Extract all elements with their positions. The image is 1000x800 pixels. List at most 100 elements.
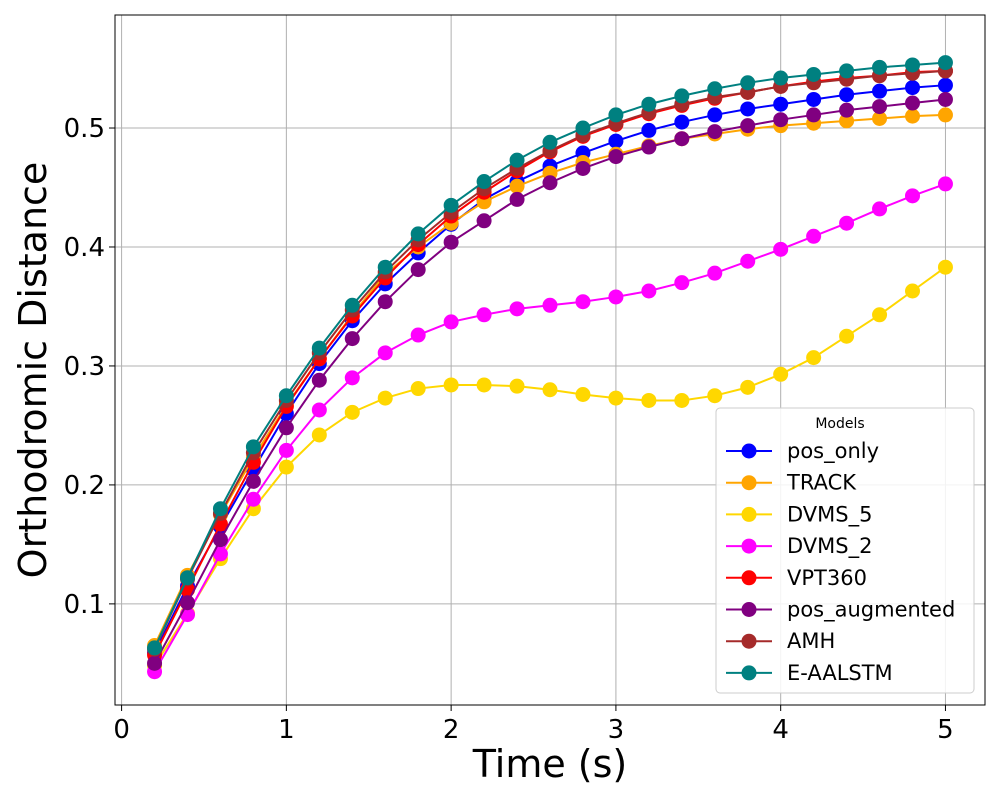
data-point — [180, 570, 195, 586]
axis-ticks: 0 1 2 3 4 5 0.1 0.2 0.3 0.4 0.5 — [64, 114, 954, 745]
data-point — [443, 234, 459, 250]
data-point — [509, 152, 525, 168]
legend-item: AMH — [726, 629, 835, 653]
data-point — [278, 459, 294, 475]
data-point — [575, 160, 591, 176]
x-tick-label: 2 — [443, 715, 460, 745]
data-point — [905, 283, 920, 299]
data-point — [410, 262, 426, 278]
legend-swatch-marker — [741, 633, 757, 649]
data-point — [674, 114, 690, 130]
data-point — [443, 197, 459, 213]
legend-label: DVMS_5 — [787, 502, 872, 527]
data-point — [905, 108, 920, 124]
data-point — [905, 57, 920, 73]
data-point — [905, 188, 920, 204]
data-point — [212, 546, 228, 562]
legend-swatch-marker — [741, 665, 757, 681]
data-point — [641, 139, 657, 155]
data-point — [542, 382, 558, 398]
data-point — [410, 226, 426, 242]
data-point — [937, 91, 953, 107]
x-tick-label: 4 — [772, 715, 789, 745]
legend-item: pos_only — [726, 439, 879, 464]
legend: Models pos_onlyTRACKDVMS_5DVMS_2VPT360po… — [715, 407, 975, 694]
data-point — [806, 350, 822, 366]
data-point — [476, 307, 492, 323]
legend-label: DVMS_2 — [787, 534, 872, 559]
x-tick-label: 5 — [937, 715, 954, 745]
data-point — [674, 392, 690, 408]
data-point — [311, 402, 327, 418]
data-point — [674, 131, 690, 147]
data-point — [377, 345, 393, 361]
x-axis-title: Time (s) — [472, 742, 628, 786]
data-point — [937, 77, 953, 93]
data-point — [740, 379, 756, 395]
data-point — [377, 294, 393, 310]
data-point — [575, 120, 591, 136]
data-point — [278, 442, 294, 458]
data-point — [674, 275, 690, 291]
data-point — [509, 191, 525, 207]
data-point — [608, 133, 624, 149]
data-point — [147, 640, 163, 656]
data-point — [245, 491, 261, 507]
data-point — [212, 532, 228, 548]
data-point — [641, 283, 657, 299]
data-point — [476, 174, 492, 190]
data-point — [542, 297, 558, 313]
data-point — [839, 102, 855, 118]
data-point — [245, 473, 261, 489]
data-point — [608, 149, 624, 165]
legend-label: TRACK — [786, 471, 857, 495]
data-point — [377, 390, 393, 406]
legend-item: E-AALSTM — [726, 661, 893, 685]
data-point — [707, 124, 723, 140]
data-point — [542, 134, 558, 150]
data-point — [278, 388, 294, 404]
legend-swatch-marker — [741, 538, 757, 554]
x-tick-label: 0 — [113, 715, 130, 745]
data-point — [707, 388, 723, 404]
series-pos_augmented — [147, 91, 953, 671]
data-point — [707, 265, 723, 281]
data-point — [806, 228, 822, 244]
data-point — [410, 327, 426, 343]
data-point — [905, 95, 920, 111]
data-point — [344, 297, 360, 313]
legend-label: pos_augmented — [787, 598, 955, 623]
legend-label: VPT360 — [787, 566, 867, 590]
data-point — [773, 112, 789, 128]
data-point — [937, 55, 953, 71]
data-point — [575, 294, 591, 310]
legend-items: pos_only TRACK DVMS_5 DVMS_2 VPT360 pos_augme… — [726, 439, 955, 685]
data-point — [740, 253, 756, 269]
data-point — [278, 420, 294, 436]
data-point — [311, 372, 327, 388]
data-point — [707, 81, 723, 97]
legend-box — [715, 407, 975, 694]
data-point — [872, 201, 888, 217]
data-point — [311, 427, 327, 443]
data-point — [740, 118, 756, 134]
data-point — [476, 213, 492, 229]
data-point — [674, 88, 690, 104]
data-point — [147, 655, 163, 671]
y-tick-label: 0.1 — [64, 590, 105, 620]
data-point — [740, 101, 756, 117]
y-tick-label: 0.5 — [64, 114, 105, 144]
data-point — [773, 241, 789, 257]
legend-swatch-marker — [741, 602, 757, 617]
data-point — [443, 314, 459, 330]
data-point — [542, 175, 558, 191]
data-point — [872, 83, 888, 99]
data-point — [410, 381, 426, 397]
data-point — [905, 80, 920, 96]
data-point — [839, 113, 855, 129]
data-point — [839, 87, 855, 103]
data-point — [212, 501, 228, 517]
data-point — [509, 301, 525, 317]
data-point — [311, 340, 327, 356]
data-point — [377, 259, 393, 275]
